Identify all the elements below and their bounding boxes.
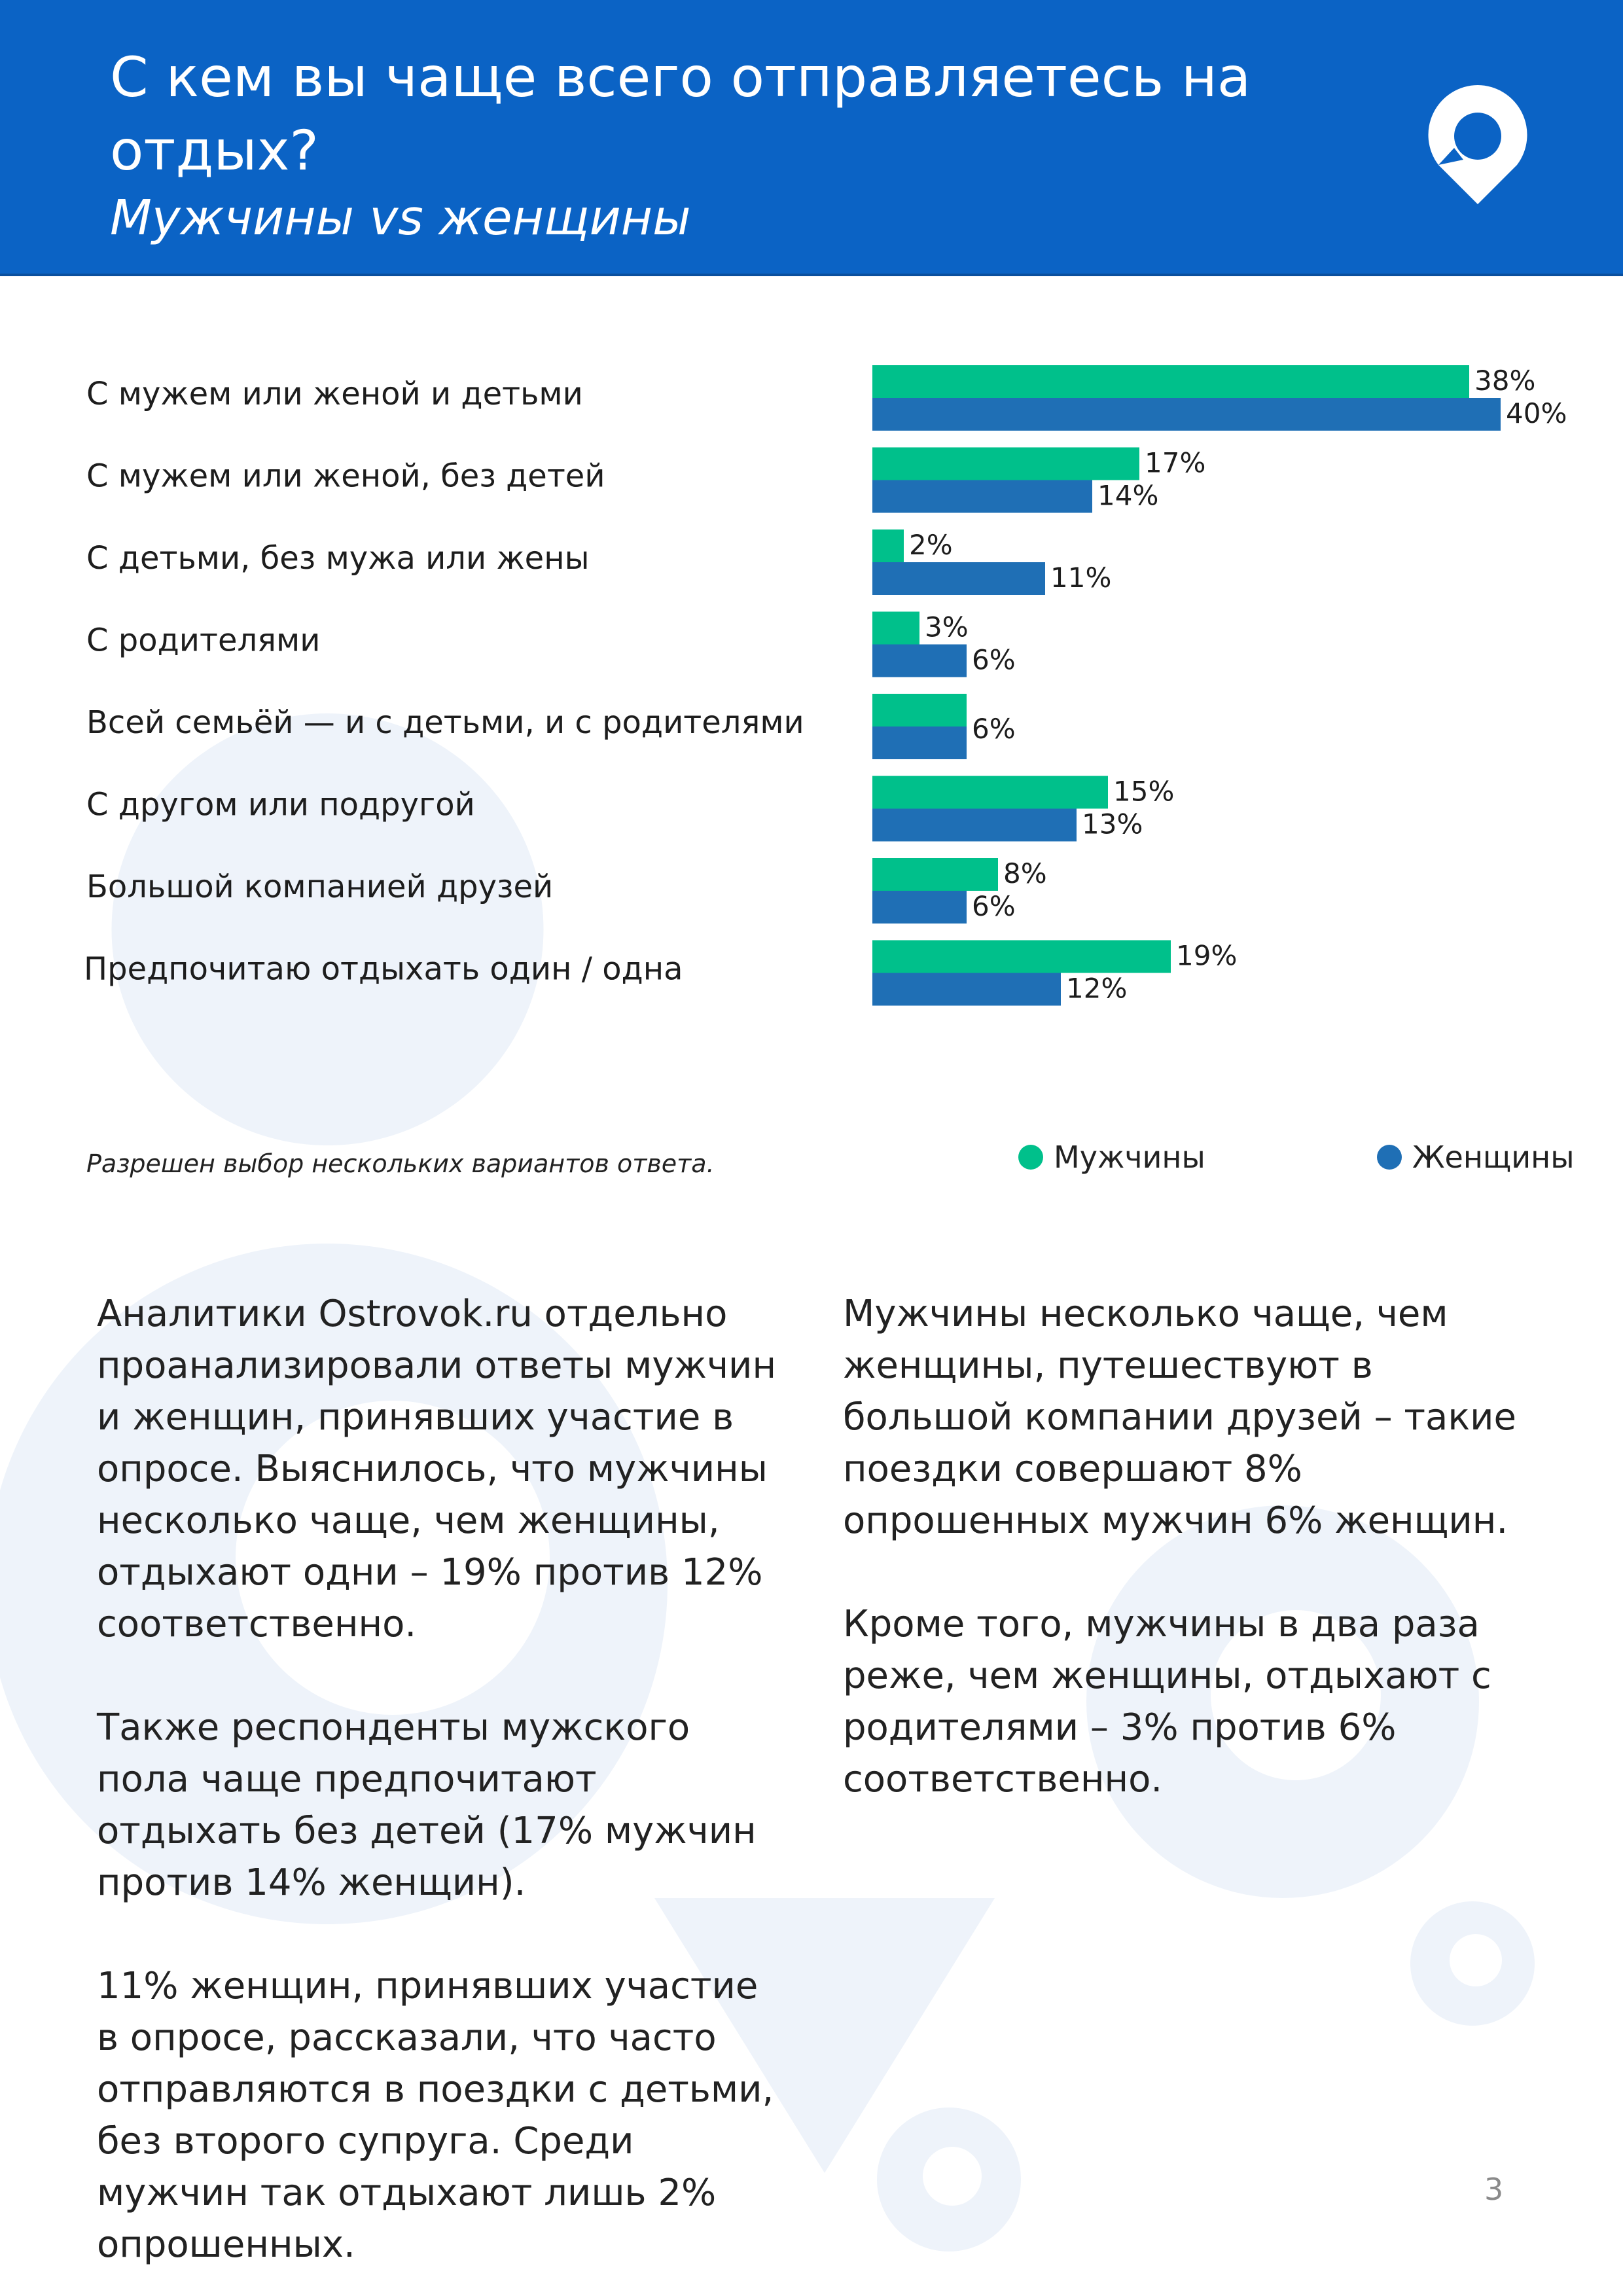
data-label: 6%	[972, 713, 1016, 745]
legend-women-label: Женщины	[1412, 1139, 1575, 1175]
bar-men	[872, 365, 1469, 398]
data-label: 14%	[1097, 480, 1158, 512]
legend-men-label: Мужчины	[1054, 1139, 1205, 1175]
data-label: 3%	[925, 611, 969, 643]
legend-women-marker	[1377, 1145, 1402, 1170]
bar-women	[872, 973, 1061, 1006]
header-banner: С кем вы чаще всего отправляетесь на отд…	[0, 0, 1623, 276]
bar-men	[872, 447, 1139, 480]
data-label: 17%	[1145, 447, 1205, 479]
bar-women	[872, 480, 1092, 513]
paragraph: Кроме того, мужчины в два раза реже, чем…	[843, 1603, 1491, 1801]
bar-women	[872, 808, 1077, 842]
bar-men	[872, 529, 904, 562]
text-column-right: Мужчины несколько чаще, чем женщины, пут…	[843, 1288, 1550, 1805]
legend-item-women: Женщины	[1377, 1138, 1575, 1177]
category-label: Предпочитаю отдыхать один / одна	[84, 951, 683, 988]
category-label: Всей семьёй — и с детьми, и с родителями	[86, 704, 804, 741]
bar-women	[872, 891, 967, 924]
bar-men	[872, 858, 998, 891]
data-label: 38%	[1474, 365, 1535, 397]
data-label: 13%	[1082, 808, 1143, 840]
category-label: С родителями	[86, 622, 320, 659]
bar-women	[872, 398, 1501, 431]
bar-women	[872, 562, 1045, 595]
chart-note: Разрешен выбор нескольких вариантов отве…	[86, 1149, 715, 1178]
data-label: 11%	[1050, 562, 1111, 594]
legend-men-marker	[1018, 1145, 1043, 1170]
category-label: С мужем или женой и детьми	[86, 376, 583, 412]
data-label: 12%	[1066, 973, 1127, 1005]
bar-men	[872, 940, 1171, 973]
data-label: 15%	[1113, 776, 1174, 808]
bar-women	[872, 644, 967, 677]
bar-chart: С мужем или женой и детьми 38%40% С мужем …	[84, 365, 1567, 1006]
text-column-left: Аналитики Ostrovok.ru отдельно проанализ…	[97, 1288, 791, 2270]
bar-men	[872, 776, 1108, 809]
data-label: 19%	[1176, 940, 1237, 972]
category-label: С детьми, без мужа или жены	[86, 540, 590, 577]
page-title: С кем вы чаще всего отправляетесь на отд…	[110, 45, 1251, 183]
category-label: С мужем или женой, без детей	[86, 458, 605, 495]
data-label: 8%	[1003, 857, 1047, 889]
paragraph: Аналитики Ostrovok.ru отдельно проанализ…	[97, 1293, 777, 1645]
page-subtitle: Мужчины vs женщины	[110, 190, 691, 246]
data-label: 6%	[972, 644, 1016, 676]
bar-men	[872, 694, 967, 726]
paragraph: Мужчины несколько чаще, чем женщины, пут…	[843, 1293, 1516, 1542]
category-label: С другом или подругой	[86, 787, 475, 823]
paragraph: 11% женщин, принявших участие в опросе, …	[97, 1965, 774, 2266]
legend-item-men: Мужчины	[1018, 1138, 1205, 1177]
data-label: 6%	[972, 890, 1016, 922]
bar-women	[872, 726, 967, 759]
data-label: 40%	[1506, 397, 1567, 429]
ostrovok-pin-logo-icon	[1428, 85, 1527, 204]
page-number: 3	[1484, 2172, 1504, 2207]
paragraph: Также респонденты мужского пола чаще пре…	[97, 1706, 757, 1904]
data-label: 2%	[909, 529, 953, 561]
bar-men	[872, 611, 919, 645]
category-label: Большой компанией друзей	[86, 869, 553, 905]
